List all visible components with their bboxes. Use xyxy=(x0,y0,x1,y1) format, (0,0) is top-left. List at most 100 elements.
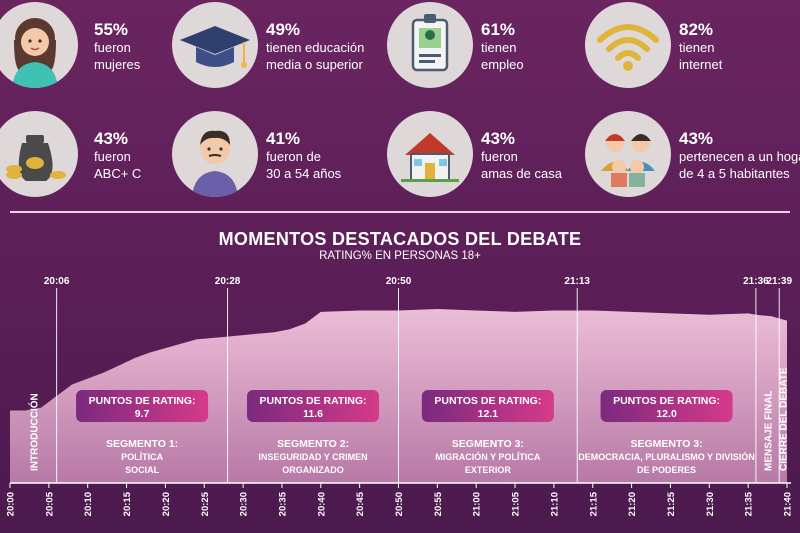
family-icon xyxy=(585,111,671,197)
stat-text: 41% fueron de 30 a 54 años xyxy=(266,129,426,182)
stat-label-line1: tienen xyxy=(481,40,517,55)
stat-label-line2: internet xyxy=(679,57,723,72)
house-icon xyxy=(387,111,473,197)
stat-text: 43% fueron amas de casa xyxy=(481,129,641,182)
x-tick-label: 20:25 xyxy=(200,491,211,516)
stat-label-line2: amas de casa xyxy=(481,166,562,181)
wifi-icon xyxy=(585,2,671,88)
segment-desc-line1: INSEGURIDAD Y CRIMEN xyxy=(258,452,367,462)
rating-pill xyxy=(421,390,554,422)
stat-percent: 43% xyxy=(94,129,129,148)
stat-label-line2: 30 a 54 años xyxy=(266,166,342,181)
x-tick-label: 20:30 xyxy=(239,492,250,516)
segment-desc-line2: ORGANIZADO xyxy=(282,465,344,475)
stat-label-line2: mujeres xyxy=(94,57,141,72)
marker-label: 20:50 xyxy=(386,276,412,287)
x-tick-label: 20:45 xyxy=(355,491,366,516)
stat-internet: 82% tienen internet xyxy=(585,2,775,92)
stat-label-line1: tienen xyxy=(679,40,715,55)
vertical-section-label: MENSAJE FINAL xyxy=(764,390,775,471)
rating-pill-label: PUNTOS DE RATING: xyxy=(260,395,367,407)
rating-pill-value: 9.7 xyxy=(135,408,150,420)
stat-label-line1: fueron de xyxy=(266,149,321,164)
stat-percent: 55% xyxy=(94,20,129,39)
rating-pill-label: PUNTOS DE RATING: xyxy=(613,395,720,407)
segment-desc-line1: POLÍTICA xyxy=(121,452,163,462)
vertical-section-label: CIERRE DEL DEBATE xyxy=(778,367,789,471)
x-tick-label: 20:50 xyxy=(394,492,405,516)
man-icon xyxy=(172,111,258,197)
segment-desc-line2: DE PODERES xyxy=(637,465,696,475)
stat-percent: 82% xyxy=(679,20,714,39)
woman-icon xyxy=(0,2,78,88)
segment-desc-line1: MIGRACIÓN Y POLÍTICA xyxy=(435,451,541,462)
rating-pill xyxy=(76,390,209,422)
rating-pill-value: 12.0 xyxy=(656,408,677,420)
stat-label-line1: fueron xyxy=(94,149,131,164)
x-tick-label: 21:15 xyxy=(588,491,599,516)
marker-label: 21:39 xyxy=(766,276,792,287)
marker-label: 21:13 xyxy=(564,276,590,287)
stat-percent: 43% xyxy=(679,129,714,148)
money-bag-icon xyxy=(0,111,78,197)
x-tick-label: 21:40 xyxy=(783,492,794,516)
stat-percent: 43% xyxy=(481,129,516,148)
stat-label-line2: media o superior xyxy=(266,57,363,72)
graduation-cap-icon xyxy=(172,2,258,88)
x-tick-label: 21:25 xyxy=(666,491,677,516)
x-tick-label: 21:05 xyxy=(511,491,522,516)
stat-text: 49% tienen educación media o superior xyxy=(266,20,426,73)
stat-label-line2: ABC+ C xyxy=(94,166,142,181)
x-tick-label: 20:15 xyxy=(122,491,133,516)
rating-pill-label: PUNTOS DE RATING: xyxy=(434,395,541,407)
segment-name: SEGMENTO 3: xyxy=(630,438,702,450)
x-tick-label: 20:10 xyxy=(83,492,94,516)
stat-text: 55% fueron mujeres xyxy=(94,20,254,73)
rating-pill xyxy=(247,390,380,422)
stat-label-line2: empleo xyxy=(481,57,524,72)
stat-label-line1: tienen educación xyxy=(266,40,365,55)
segment-name: SEGMENTO 2: xyxy=(277,438,349,450)
stat-percent: 41% xyxy=(266,129,301,148)
stat-text: 43% fueron ABC+ C xyxy=(94,129,254,182)
x-tick-label: 20:05 xyxy=(44,491,55,516)
chart-title: MOMENTOS DESTACADOS DEL DEBATE xyxy=(218,229,582,249)
section-divider xyxy=(10,211,790,213)
x-tick-label: 21:35 xyxy=(744,491,755,516)
vertical-section-label: INTRODUCCIÓN xyxy=(27,393,40,471)
marker-label: 20:06 xyxy=(44,276,70,287)
stat-percent: 61% xyxy=(481,20,516,39)
rating-pill-label: PUNTOS DE RATING: xyxy=(89,395,196,407)
segment-desc-line1: DEMOCRACIA, PLURALISMO Y DIVISIÓN xyxy=(578,451,755,462)
stat-education: 49% tienen educación media o superior xyxy=(172,2,364,92)
stat-label-line1: fueron xyxy=(481,149,518,164)
rating-pill-value: 11.6 xyxy=(303,408,323,420)
segment-name: SEGMENTO 3: xyxy=(452,438,524,450)
chart-subtitle: RATING% EN PERSONAS 18+ xyxy=(319,250,481,262)
stat-label-line1: fueron xyxy=(94,40,131,55)
x-tick-label: 20:55 xyxy=(433,491,444,516)
marker-label: 20:28 xyxy=(215,276,241,287)
stat-text: 61% tienen empleo xyxy=(481,20,641,73)
stat-label-line1: pertenecen a un hogar xyxy=(679,149,800,164)
x-tick-label: 20:35 xyxy=(277,491,288,516)
segment-name: SEGMENTO 1: xyxy=(106,438,178,450)
stat-women: 55% fueron mujeres xyxy=(0,2,190,92)
x-tick-label: 21:30 xyxy=(705,492,716,516)
segment-desc-line2: SOCIAL xyxy=(125,465,160,475)
id-badge-icon xyxy=(387,2,473,88)
segment-desc-line2: EXTERIOR xyxy=(465,465,512,475)
stat-label-line2: de 4 a 5 habitantes xyxy=(679,166,790,181)
stat-socioeconomic: 43% fueron ABC+ C xyxy=(0,111,190,201)
x-tick-label: 21:00 xyxy=(472,492,483,516)
stat-household: 43% pertenecen a un hogar de 4 a 5 habit… xyxy=(585,111,800,201)
stat-text: 43% pertenecen a un hogar de 4 a 5 habit… xyxy=(679,129,800,182)
x-tick-label: 20:20 xyxy=(161,492,172,516)
x-tick-label: 20:00 xyxy=(6,492,17,516)
stat-employment: 61% tienen empleo xyxy=(387,2,577,92)
x-tick-label: 21:20 xyxy=(627,492,638,516)
marker-label: 21:36 xyxy=(743,276,769,287)
x-tick-label: 20:40 xyxy=(316,492,327,516)
stat-percent: 49% xyxy=(266,20,301,39)
